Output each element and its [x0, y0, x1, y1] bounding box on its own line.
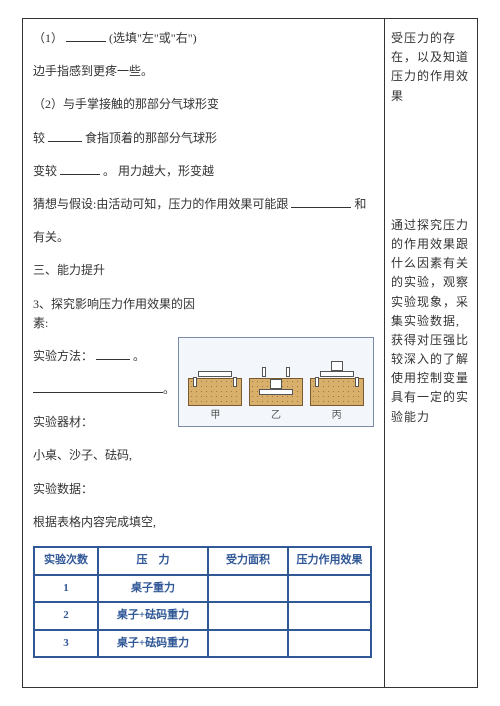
- cell-effect[interactable]: [288, 575, 371, 603]
- worksheet-frame: （1） (选填"左"或"右") 边手指感到更疼一些。 （2）与手掌接触的那部分气…: [22, 18, 478, 688]
- th-trial: 实验次数: [34, 547, 98, 575]
- q2-l2a: 较: [33, 131, 45, 145]
- diagram-cell-b: 乙: [249, 378, 303, 424]
- blank-method[interactable]: [96, 348, 130, 360]
- q2-line1: （2）与手掌接触的那部分气球形变: [33, 95, 372, 114]
- q1-suffix: (选填"左"或"右"): [109, 31, 197, 45]
- cell-effect[interactable]: [288, 602, 371, 630]
- main-column: （1） (选填"左"或"右") 边手指感到更疼一些。 （2）与手掌接触的那部分气…: [23, 19, 385, 687]
- cell-effect[interactable]: [288, 630, 371, 658]
- diagram-label-a: 甲: [188, 408, 242, 424]
- stool-a: [198, 371, 232, 377]
- cell-force: 桌子重力: [98, 575, 208, 603]
- hypo-b: 和: [354, 197, 366, 211]
- table-row: 2 桌子+砝码重力: [34, 602, 371, 630]
- data-label: 实验数据：: [33, 480, 372, 499]
- cell-force: 桌子+砝码重力: [98, 602, 208, 630]
- sponge-c: [310, 378, 364, 406]
- hypo-a: 猜想与假设:由活动可知，压力的作用效果可能跟: [33, 197, 288, 211]
- experiment-diagram: 甲 乙 丙: [178, 337, 374, 427]
- th-area: 受力面积: [208, 547, 288, 575]
- item-3: 3、探究影响压力作用效果的因素:: [33, 295, 203, 333]
- diagram-cell-a: 甲: [188, 378, 242, 424]
- q2-l2b: 食指顶着的那部分气球形: [85, 131, 217, 145]
- annotation-column: 受压力的存在，以及知道压力的作用效果 通过探究压力的作用效果跟什么因素有关的实验…: [385, 19, 477, 687]
- th-effect: 压力作用效果: [288, 547, 371, 575]
- cell-trial: 2: [34, 602, 98, 630]
- stool-leg: [355, 377, 359, 387]
- stool-b: [259, 389, 293, 395]
- stool-leg: [193, 377, 197, 387]
- blank-q2a[interactable]: [48, 130, 82, 142]
- weight-icon: [331, 361, 343, 371]
- hypothesis-line1: 猜想与假设:由活动可知，压力的作用效果可能跟 和: [33, 195, 372, 214]
- q2-line3: 变较 。 用力越大，形变越: [33, 162, 372, 181]
- blank-hypo1[interactable]: [291, 196, 351, 208]
- section-3-heading: 三、能力提升: [33, 261, 372, 280]
- cell-force: 桌子+砝码重力: [98, 630, 208, 658]
- blank-q2b[interactable]: [60, 163, 100, 175]
- q2-l3a: 变较: [33, 164, 57, 178]
- method-end: 。: [133, 349, 145, 363]
- method-label: 实验方法：: [33, 349, 93, 363]
- diagram-label-c: 丙: [310, 408, 364, 424]
- stool-leg: [262, 367, 266, 377]
- weight-icon: [270, 379, 282, 389]
- q2-line2: 较 食指顶着的那部分气球形: [33, 129, 372, 148]
- stool-leg: [286, 367, 290, 377]
- blank-method2[interactable]: [33, 381, 163, 393]
- sponge-a: [188, 378, 242, 406]
- annotation-block-1: 受压力的存在，以及知道压力的作用效果: [391, 29, 471, 106]
- experiment-data-table: 实验次数 压 力 受力面积 压力作用效果 1 桌子重力 2 桌子+砝码重力 3 …: [33, 546, 372, 658]
- fill-label: 根据表格内容完成填空,: [33, 513, 372, 532]
- q1-line1: （1） (选填"左"或"右"): [33, 29, 372, 48]
- q1-line2: 边手指感到更疼一些。: [33, 62, 372, 81]
- diagram-label-b: 乙: [249, 408, 303, 424]
- cell-area[interactable]: [208, 602, 288, 630]
- cell-trial: 3: [34, 630, 98, 658]
- diagram-cell-c: 丙: [310, 378, 364, 424]
- cell-area[interactable]: [208, 630, 288, 658]
- table-row: 1 桌子重力: [34, 575, 371, 603]
- stool-leg: [315, 377, 319, 387]
- equip-list: 小桌、沙子、砝码,: [33, 446, 372, 465]
- q2-l3b: 。 用力越大，形变越: [103, 164, 214, 178]
- q1-prefix: （1）: [33, 31, 63, 45]
- cell-area[interactable]: [208, 575, 288, 603]
- sponge-b: [249, 378, 303, 406]
- annotation-block-2: 通过探究压力的作用效果跟什么因素有关的实验，观察实验现象，采集实验数据,获得对压…: [391, 216, 471, 427]
- cell-trial: 1: [34, 575, 98, 603]
- table-header-row: 实验次数 压 力 受力面积 压力作用效果: [34, 547, 371, 575]
- hypothesis-line2: 有关。: [33, 228, 372, 247]
- table-row: 3 桌子+砝码重力: [34, 630, 371, 658]
- stool-c: [320, 371, 354, 377]
- blank-q1[interactable]: [66, 30, 106, 42]
- th-force: 压 力: [98, 547, 208, 575]
- stool-leg: [233, 377, 237, 387]
